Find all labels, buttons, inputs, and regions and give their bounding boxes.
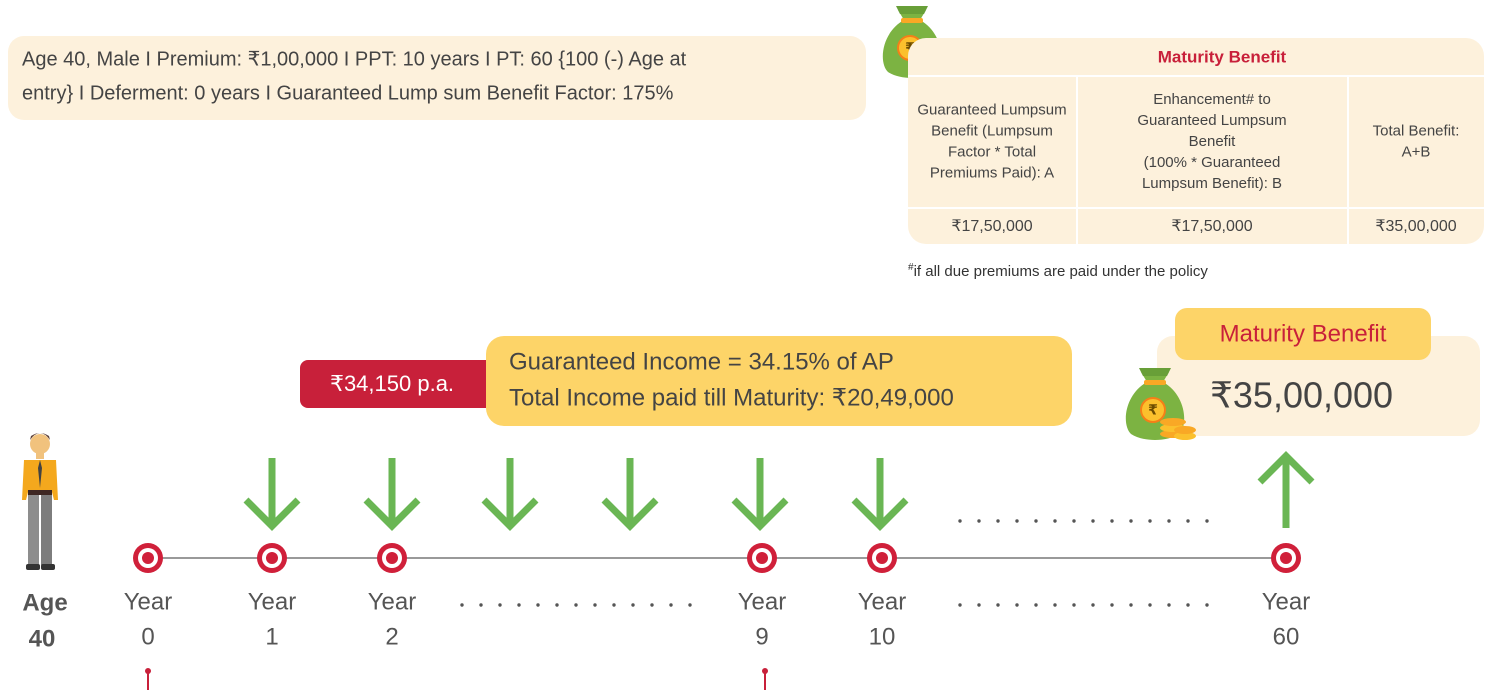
- maturity-tag: [1175, 308, 1431, 360]
- year-number: 2: [385, 623, 398, 650]
- year-number: 10: [869, 623, 896, 650]
- year-label: Year: [858, 588, 907, 615]
- year-label: Year: [248, 588, 297, 615]
- year-label: Year: [124, 588, 173, 615]
- income-amount: ₹34,150 p.a.: [330, 371, 454, 396]
- table-cells: Guaranteed Lumpsum Benefit (Lumpsum Factor…: [917, 91, 1459, 235]
- maturity-label: Maturity Benefit: [1220, 320, 1387, 347]
- table-header-line: A+B: [1402, 143, 1431, 160]
- year-number: 9: [755, 623, 768, 650]
- milestone-center: [876, 552, 888, 564]
- footnote-text: if all due premiums are paid under the p…: [914, 263, 1209, 280]
- year-number: 0: [141, 623, 154, 650]
- table-bg: [908, 38, 1484, 244]
- milestone-center: [1280, 552, 1292, 564]
- pins: [145, 668, 768, 690]
- down-arrow-head: [731, 497, 789, 531]
- milestone-center: [142, 552, 154, 564]
- down-arrow-head: [601, 497, 659, 531]
- income-box: [486, 336, 1072, 426]
- table-header-line: (100% * Guaranteed: [1144, 154, 1281, 171]
- milestone-center: [756, 552, 768, 564]
- table-value: ₹17,50,000: [951, 218, 1032, 235]
- year-label: Year: [1262, 588, 1311, 615]
- footnote: #if all due premiums are paid under the …: [908, 262, 1208, 280]
- info-line: Age 40, Male I Premium: ₹1,00,000 I PPT:…: [22, 48, 687, 70]
- year-number: 60: [1273, 623, 1300, 650]
- age-value: 40: [29, 625, 56, 652]
- up-arrow-head: [1257, 451, 1315, 485]
- income-amount-box: [300, 360, 500, 408]
- milestone-center: [266, 552, 278, 564]
- info-line: entry} I Deferment: 0 years I Guaranteed…: [22, 82, 674, 104]
- table-header-line: Benefit: [1189, 133, 1237, 150]
- year-label: Year: [738, 588, 787, 615]
- maturity-amount: ₹35,00,000: [1210, 375, 1393, 416]
- down-arrow-head: [363, 497, 421, 531]
- milestone-center: [386, 552, 398, 564]
- down-arrow-head: [851, 497, 909, 531]
- table-header-line: Benefit (Lumpsum: [931, 122, 1053, 139]
- table-value: ₹35,00,000: [1375, 218, 1456, 235]
- year-number: 1: [265, 623, 278, 650]
- table-header-line: Total Benefit:: [1373, 122, 1460, 139]
- table-title: Maturity Benefit: [1158, 47, 1287, 66]
- arrows: [243, 451, 1315, 531]
- info-box: [8, 36, 866, 120]
- table-header-line: Guaranteed Lumpsum: [1137, 112, 1286, 129]
- table-header-line: Premiums Paid): A: [930, 164, 1054, 181]
- timeline-points: Year 0 Year 1 Year 2 Year 9 Year 10 Year 60: [124, 543, 1311, 650]
- down-arrow-head: [481, 497, 539, 531]
- year-label: Year: [368, 588, 417, 615]
- table-header-line: Guaranteed Lumpsum: [917, 101, 1066, 118]
- income-line: Guaranteed Income = 34.15% of AP: [509, 348, 894, 375]
- table-header-line: Lumpsum Benefit): B: [1142, 175, 1282, 192]
- footnote-mark: #: [908, 262, 914, 273]
- person-icon: [22, 433, 58, 570]
- table-header-line: Factor * Total: [948, 143, 1036, 160]
- income-line: Total Income paid till Maturity: ₹20,49,…: [509, 384, 954, 411]
- maturity-box: [1157, 336, 1480, 436]
- table-value: ₹17,50,000: [1171, 218, 1252, 235]
- table-header-line: Enhancement# to: [1153, 91, 1271, 108]
- age-label: Age: [22, 589, 67, 616]
- down-arrow-head: [243, 497, 301, 531]
